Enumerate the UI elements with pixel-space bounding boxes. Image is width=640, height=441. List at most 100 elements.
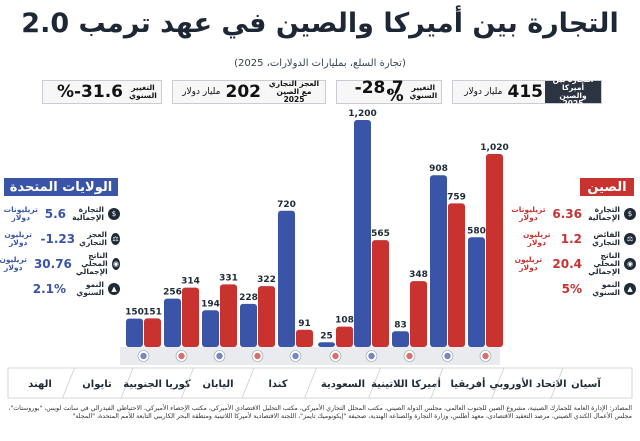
flag-mark xyxy=(292,352,299,360)
gdp-icon: ◉ xyxy=(624,258,636,270)
stat-value: 2.1% xyxy=(32,282,66,296)
stat-value: 1.2 xyxy=(560,232,582,246)
flag-mark xyxy=(216,352,223,360)
stat-unit: تريليون دولار xyxy=(514,255,543,272)
stat-trade-change-label: التغيير السنوي xyxy=(409,83,438,100)
bar-value-label: 314 xyxy=(181,277,200,287)
bar-value-label: 348 xyxy=(409,270,428,280)
flag-strip xyxy=(120,347,500,365)
china-stat-1: ⚖ الفائض التجاري 1.2 تريليون دولار xyxy=(517,228,636,250)
page-subtitle: (تجارة السلع، بمليارات الدولارات، 2025) xyxy=(234,58,406,69)
gdp-icon: ◉ xyxy=(111,258,120,270)
stat-label: التجارة الإجمالية xyxy=(588,205,620,222)
bar-value-label: 565 xyxy=(371,229,390,239)
stat-value: 30.76 xyxy=(33,257,72,271)
stat-deficit-label: العجز التجاري مع الصين 2025 xyxy=(268,79,320,104)
category-label: تايوان xyxy=(82,379,112,390)
bar-value-label: 83 xyxy=(394,320,407,330)
category-divider xyxy=(368,367,381,399)
flag-mark xyxy=(406,352,413,360)
stat-label: التجارة الإجمالية xyxy=(72,205,104,222)
flag-mark xyxy=(254,352,261,360)
stat-label: الفائض التجاري xyxy=(592,230,620,247)
stat-unit: تريليونات دولار xyxy=(511,205,546,222)
category-label: السعودية xyxy=(321,379,365,390)
bar-us-0 xyxy=(126,318,143,347)
stat-label: النمو السنوي xyxy=(76,280,104,297)
bar-us-5 xyxy=(318,342,335,347)
stat-trade-change: التغيير السنوي 28.7-% xyxy=(336,80,442,105)
category-label: اليابان xyxy=(202,379,233,390)
bar-us-7 xyxy=(392,331,409,347)
stat-unit: تريليون دولار xyxy=(0,255,27,272)
page-title: التجارة بين أميركا والصين في عهد ترمب 2.… xyxy=(21,8,619,39)
flag-mark xyxy=(332,352,339,360)
bar-us-8 xyxy=(430,175,447,347)
stat-deficit: العجز التجاري مع الصين 2025 202 مليار دو… xyxy=(172,80,326,104)
category-label: أميركا اللاتينية xyxy=(371,377,441,390)
bar-value-label: 228 xyxy=(239,293,258,303)
category-divider xyxy=(550,367,564,399)
bar-us-6 xyxy=(354,120,371,347)
bar-value-label: 1,200 xyxy=(348,109,376,119)
bar-value-label: 759 xyxy=(447,192,466,202)
trade-icon: $ xyxy=(624,208,636,220)
stat-deficit-unit: مليار دولار xyxy=(182,87,221,97)
category-label: أفريقيا xyxy=(451,377,486,390)
bar-us-2 xyxy=(202,310,219,347)
bar-value-label: 194 xyxy=(201,299,220,309)
stat-value: 5.6 xyxy=(44,207,66,221)
bar-value-label: 91 xyxy=(298,319,311,329)
category-label: كندا xyxy=(268,379,287,390)
bar-china-1 xyxy=(182,287,199,347)
bar-value-label: 1,020 xyxy=(480,143,508,153)
us-stat-0: $ التجارة الإجمالية 5.6 تريليونات دولار xyxy=(1,203,120,225)
bar-us-4 xyxy=(278,210,295,347)
category-divider xyxy=(181,367,194,399)
category-divider xyxy=(304,367,317,399)
category-label: الاتحاد الأوروبي xyxy=(489,377,566,390)
bar-value-label: 580 xyxy=(467,226,486,236)
us-stat-1: ⚖ العجز التجاري 1.23- تريليون دولار xyxy=(0,228,120,250)
bar-value-label: 108 xyxy=(335,316,354,326)
china-stat-3: ▲ النمو السنوي 5% xyxy=(558,278,636,300)
bar-china-3 xyxy=(258,286,275,347)
stat-total-trade: التجارة بين أميركا والصين 2025 415 مليار… xyxy=(452,76,602,108)
category-divider xyxy=(62,367,75,399)
balance-icon: ⚖ xyxy=(624,233,636,245)
category-divider xyxy=(430,367,444,399)
us-stat-3: ▲ النمو السنوي 2.1% xyxy=(29,278,120,300)
stat-label: النمو السنوي xyxy=(592,280,620,297)
category-label: كوريا الجنوبية xyxy=(123,379,191,390)
flag-mark xyxy=(444,352,451,360)
bar-us-1 xyxy=(164,298,181,347)
stat-unit: تريليونات دولار xyxy=(3,205,38,222)
bar-china-0 xyxy=(144,318,161,347)
us-panel-title: الولايات المتحدة xyxy=(4,178,118,196)
stat-label: الناتج المحلي الإجمالي xyxy=(75,251,108,276)
bar-us-3 xyxy=(240,303,257,347)
stat-total-trade-unit: مليار دولار xyxy=(464,87,503,97)
flag-mark xyxy=(482,352,489,360)
category-divider xyxy=(120,367,134,399)
stat-deficit-change-label: التغيير السنوي xyxy=(129,83,157,100)
bar-china-7 xyxy=(410,281,427,347)
bar-value-label: 25 xyxy=(320,331,333,341)
category-label: الهند xyxy=(28,379,52,390)
china-panel-title: الصين xyxy=(580,178,634,196)
stat-unit: تريليون دولار xyxy=(522,230,551,247)
growth-icon: ▲ xyxy=(624,283,636,295)
bar-china-6 xyxy=(372,240,389,347)
category-divider xyxy=(491,367,505,399)
bar-value-label: 322 xyxy=(257,275,276,285)
bar-value-label: 151 xyxy=(143,307,162,317)
category-label: آسيان xyxy=(571,377,601,390)
bar-china-4 xyxy=(296,329,313,347)
bar-value-label: 908 xyxy=(429,164,448,174)
china-stat-2: ◉ الناتج المحلي الإجمالي 20.4 تريليون دولار xyxy=(508,252,636,276)
bar-value-label: 720 xyxy=(277,200,296,210)
china-stat-0: $ التجارة الإجمالية 6.36 تريليونات دولار xyxy=(508,203,636,225)
bar-us-9 xyxy=(468,237,485,347)
